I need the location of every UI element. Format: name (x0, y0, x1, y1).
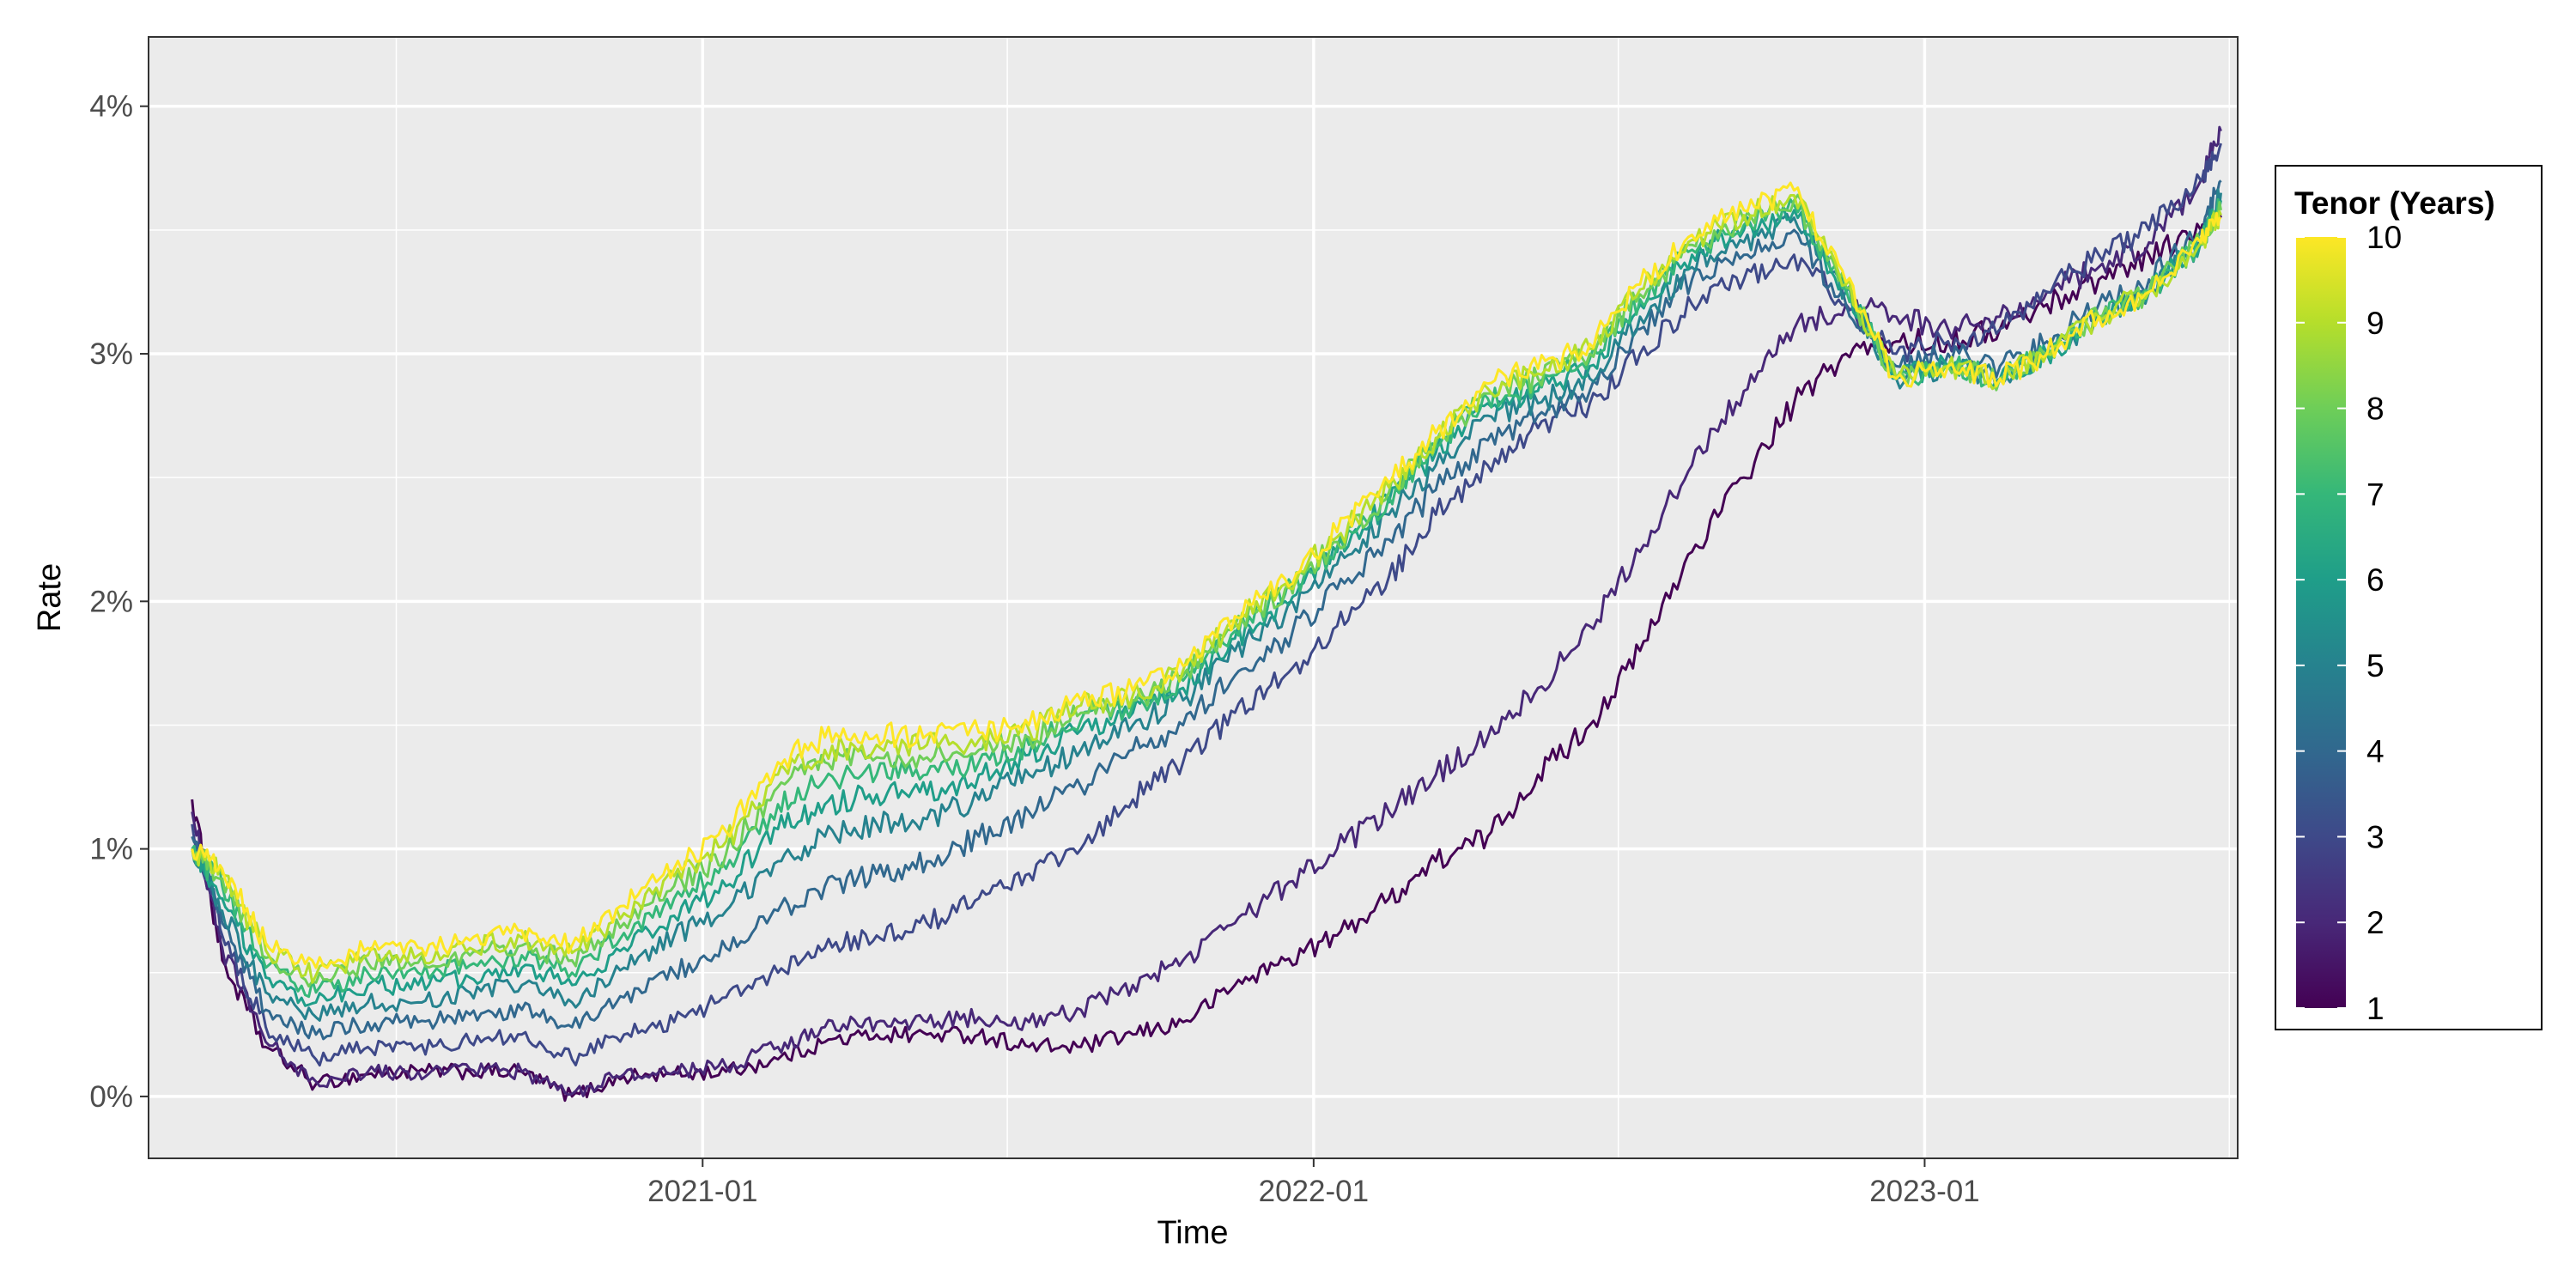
y-tick-label: 2% (89, 585, 133, 618)
series-lines (191, 125, 2222, 1103)
series-line-tenor-10 (191, 181, 2222, 969)
colorbar-tick-label: 8 (2366, 392, 2385, 427)
x-tick-label: 2021-01 (647, 1175, 757, 1208)
legend-title: Tenor (Years) (2294, 185, 2495, 221)
major-gridlines (149, 37, 2238, 1158)
series-line-tenor-3 (191, 143, 2222, 1067)
y-tick-label: 4% (89, 90, 133, 124)
y-tick-label: 0% (89, 1080, 133, 1114)
x-tick-label: 2023-01 (1869, 1175, 1979, 1208)
colorbar-tick-label: 5 (2366, 648, 2385, 683)
series-line-tenor-8 (191, 193, 2222, 988)
x-axis-title: Time (1157, 1215, 1228, 1251)
series-line-tenor-4 (191, 179, 2222, 1041)
series-line-tenor-1 (191, 209, 2222, 1103)
colorbar-tick-label: 3 (2366, 819, 2385, 854)
colorbar-tick-label: 4 (2366, 734, 2385, 769)
colorbar-tick-label: 2 (2366, 905, 2385, 940)
y-tick-label: 3% (89, 337, 133, 371)
x-axis: 2021-01 2022-01 2023-01 (647, 1158, 1980, 1208)
colorbar-tick-label: 7 (2366, 477, 2385, 512)
legend: Tenor (Years) 1 2 3 4 5 6 7 8 9 10 (2275, 165, 2543, 1030)
y-axis-title: Rate (32, 563, 68, 632)
plot-border (148, 36, 2239, 1159)
colorbar-ticks: 1 2 3 4 5 6 7 8 9 10 (2296, 220, 2402, 1026)
y-tick-label: 1% (89, 833, 133, 866)
y-axis: 0% 1% 2% 3% 4% (89, 90, 149, 1114)
colorbar (2296, 237, 2346, 1008)
colorbar-tick-label: 9 (2366, 306, 2385, 341)
colorbar-tick-label: 6 (2366, 562, 2385, 598)
colorbar-tick-label: 1 (2366, 991, 2385, 1026)
colorbar-tick-label: 10 (2366, 220, 2402, 255)
series-line-tenor-2 (191, 125, 2222, 1097)
x-tick-label: 2022-01 (1259, 1175, 1369, 1208)
